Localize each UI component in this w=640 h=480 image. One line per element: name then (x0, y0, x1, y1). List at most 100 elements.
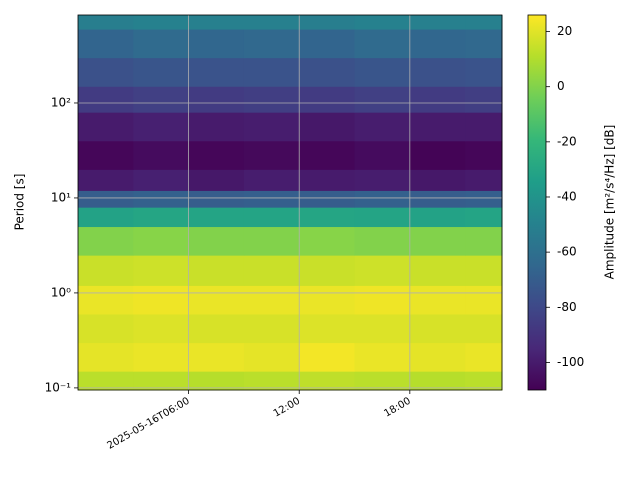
cell (465, 313, 503, 344)
cell (354, 313, 411, 344)
cell (188, 371, 245, 391)
cell (243, 207, 300, 228)
cell (465, 169, 503, 191)
cell (243, 86, 300, 113)
cell (299, 57, 356, 87)
cell (78, 86, 134, 113)
cell (133, 207, 190, 228)
cell (465, 86, 503, 113)
cell (243, 313, 300, 344)
cell (243, 15, 300, 30)
cell (243, 29, 300, 59)
cell (354, 371, 411, 391)
cell (188, 342, 245, 372)
y-axis-label: Period [s] (13, 174, 27, 231)
cell (299, 226, 356, 256)
cell (409, 140, 466, 170)
x-tick-label: 2025-05-16T06:00 (106, 396, 192, 452)
cell (409, 15, 466, 30)
cell (354, 140, 411, 170)
cell (188, 313, 245, 344)
cell (409, 169, 466, 191)
cell (299, 86, 356, 113)
cell (188, 86, 245, 113)
cell (188, 112, 245, 142)
cell (465, 29, 503, 59)
cell (299, 255, 356, 286)
cell (465, 342, 503, 372)
y-tick-label: 10⁻¹ (45, 380, 72, 394)
cell (78, 57, 134, 87)
cell (133, 112, 190, 142)
cell (78, 285, 134, 315)
cell (188, 29, 245, 59)
cell (78, 140, 134, 170)
cell (409, 226, 466, 256)
cell (409, 207, 466, 228)
cell (78, 255, 134, 286)
cell (354, 255, 411, 286)
cell (78, 207, 134, 228)
cell (243, 112, 300, 142)
cell (78, 29, 134, 59)
cell (299, 371, 356, 391)
cell (133, 57, 190, 87)
cell (133, 371, 190, 391)
cell (465, 207, 503, 228)
cell (299, 342, 356, 372)
cell (354, 29, 411, 59)
cell (354, 190, 411, 208)
cell (243, 371, 300, 391)
cell (188, 226, 245, 256)
cell (78, 112, 134, 142)
cell (409, 86, 466, 113)
cell (133, 140, 190, 170)
cell (299, 140, 356, 170)
colorbar (527, 14, 547, 391)
cell (354, 57, 411, 87)
cell (78, 371, 134, 391)
cell (354, 112, 411, 142)
heatmap (78, 15, 503, 391)
cell (354, 226, 411, 256)
cell (133, 15, 190, 30)
cell (409, 255, 466, 286)
x-tick-label: 12:00 (272, 396, 302, 420)
cell (409, 29, 466, 59)
colorbar-tick-label: 0 (557, 79, 565, 93)
colorbar-tick-label: -40 (557, 189, 577, 203)
cell (465, 371, 503, 391)
cell (465, 190, 503, 208)
cell (78, 190, 134, 208)
cell (188, 207, 245, 228)
cell (354, 15, 411, 30)
cell (78, 342, 134, 372)
cell (409, 342, 466, 372)
cell (188, 140, 245, 170)
cell (299, 169, 356, 191)
cell (133, 342, 190, 372)
y-tick-label: 10¹ (51, 190, 71, 204)
cell (243, 140, 300, 170)
cell (243, 285, 300, 315)
cell (299, 207, 356, 228)
cell (409, 190, 466, 208)
cell (188, 169, 245, 191)
cell (78, 15, 134, 30)
cell (133, 313, 190, 344)
cell (78, 226, 134, 256)
cell (133, 190, 190, 208)
cell (243, 169, 300, 191)
cell (243, 57, 300, 87)
cell (465, 285, 503, 315)
cell (133, 86, 190, 113)
cell (409, 57, 466, 87)
cell (299, 313, 356, 344)
cell (409, 112, 466, 142)
y-tick-label: 10² (51, 95, 71, 109)
cell (354, 86, 411, 113)
colorbar-tick-label: -80 (557, 300, 577, 314)
cell (133, 226, 190, 256)
cell (299, 29, 356, 59)
cell (78, 313, 134, 344)
